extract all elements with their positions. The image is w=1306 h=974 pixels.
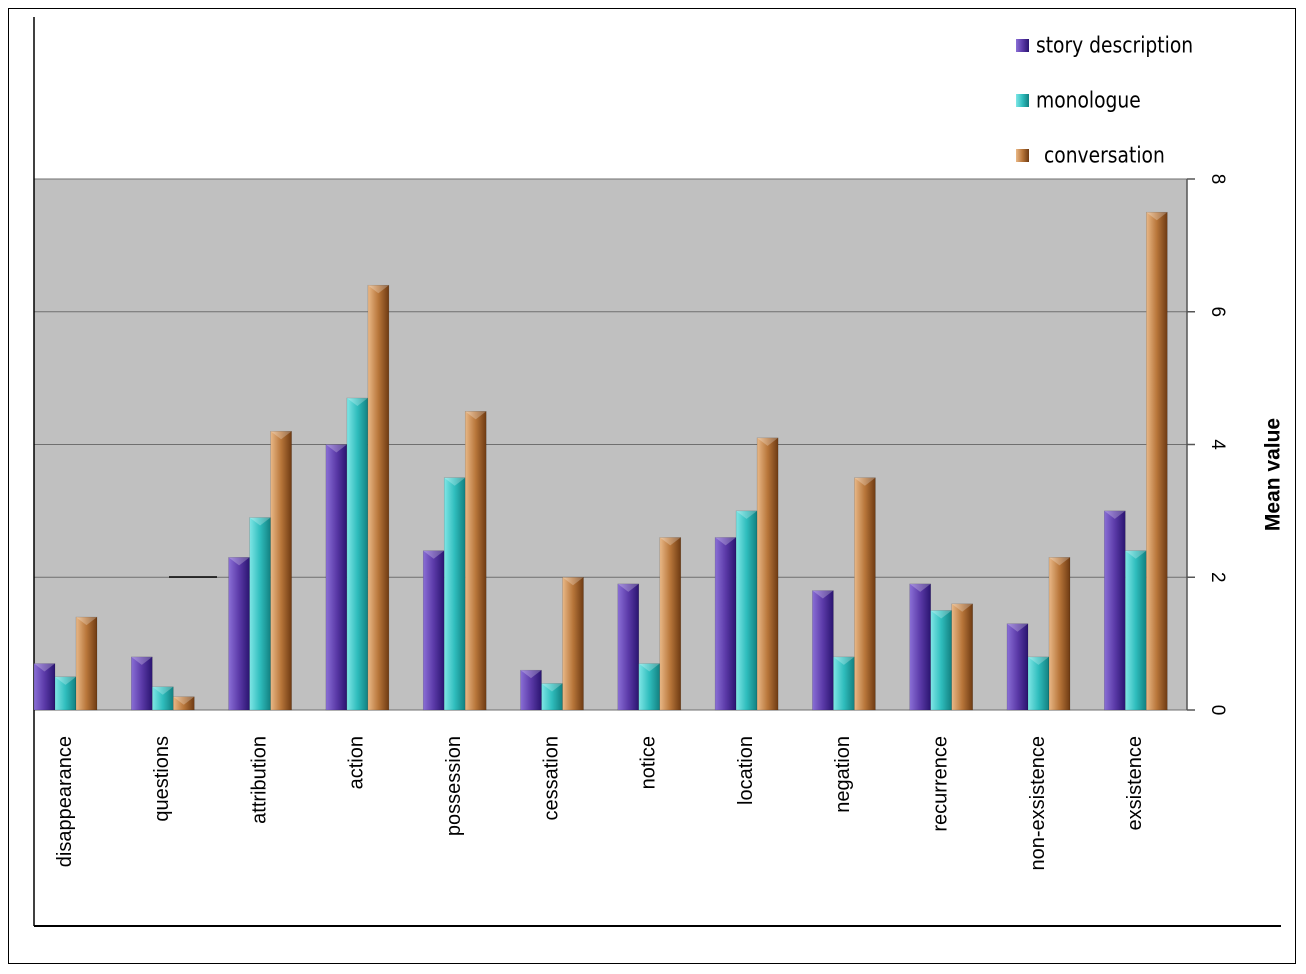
bar-cap-monologue-non-exsistence bbox=[1028, 656, 1049, 665]
bar-cap-conversation-negation bbox=[854, 477, 876, 486]
bar-cap-story-description-recurrence bbox=[909, 583, 931, 592]
category-label-location: location bbox=[735, 736, 757, 805]
category-label-negation: negation bbox=[832, 736, 854, 813]
bar-monologue-action[interactable] bbox=[346, 397, 369, 711]
bar-story-description-action[interactable] bbox=[325, 444, 348, 711]
legend-swatch-monologue bbox=[1016, 94, 1029, 107]
bar-cap-conversation-recurrence bbox=[951, 603, 973, 612]
bar-cap-story-description-questions bbox=[131, 656, 153, 665]
bar-conversation-cessation[interactable] bbox=[562, 577, 584, 711]
y-tick-label: 8 bbox=[1207, 174, 1228, 185]
bar-story-description-questions[interactable] bbox=[131, 656, 153, 711]
bar-story-description-possession[interactable] bbox=[422, 550, 445, 711]
bar-cap-conversation-possession bbox=[465, 411, 487, 420]
legend-label-conversation: conversation bbox=[1044, 142, 1165, 168]
bar-conversation-recurrence[interactable] bbox=[951, 603, 973, 711]
bar-conversation-negation[interactable] bbox=[854, 477, 876, 711]
bar-cap-story-description-disappearance bbox=[34, 663, 55, 672]
bar-cap-monologue-exsistence bbox=[1125, 550, 1147, 559]
chart-frame: 0 2 4 6 8 Mean value disappearance questions at… bbox=[8, 8, 1296, 964]
bar-story-description-exsistence[interactable] bbox=[1104, 510, 1126, 711]
bar-story-description-attribution[interactable] bbox=[228, 557, 250, 711]
bar-cap-conversation-attribution bbox=[270, 431, 292, 440]
bar-monologue-attribution[interactable] bbox=[249, 517, 271, 711]
bar-cap-conversation-non-exsistence bbox=[1049, 557, 1070, 566]
legend-label-story-description: story description bbox=[1036, 32, 1193, 58]
bar-conversation-non-exsistence[interactable] bbox=[1048, 557, 1071, 711]
bar-cap-story-description-possession bbox=[423, 550, 445, 559]
bar-conversation-disappearance[interactable] bbox=[75, 616, 98, 711]
y-tick-label: 6 bbox=[1207, 306, 1228, 317]
category-label-questions: questions bbox=[151, 736, 173, 822]
bar-conversation-attribution[interactable] bbox=[270, 430, 292, 711]
bar-cap-monologue-attribution bbox=[249, 517, 271, 526]
bar-cap-monologue-negation bbox=[833, 656, 855, 665]
legend-label-monologue: monologue bbox=[1036, 87, 1141, 113]
bar-monologue-recurrence[interactable] bbox=[930, 610, 952, 711]
bar-conversation-possession[interactable] bbox=[464, 411, 487, 711]
bar-cap-story-description-negation bbox=[812, 590, 834, 599]
category-label-disappearance: disappearance bbox=[54, 736, 76, 867]
bar-cap-story-description-non-exsistence bbox=[1007, 623, 1028, 632]
bar-cap-story-description-cessation bbox=[520, 670, 542, 679]
bar-conversation-location[interactable] bbox=[756, 437, 779, 711]
y-tick-label: 4 bbox=[1207, 439, 1228, 450]
bar-cap-conversation-disappearance bbox=[76, 617, 97, 626]
bar-chart: 0 2 4 6 8 Mean value disappearance questions at… bbox=[33, 17, 1285, 927]
bar-monologue-possession[interactable] bbox=[443, 477, 466, 711]
bar-cap-story-description-attribution bbox=[228, 557, 250, 566]
bar-cap-story-description-exsistence bbox=[1104, 510, 1126, 519]
category-label-attribution: attribution bbox=[248, 736, 270, 824]
bar-cap-monologue-possession bbox=[444, 477, 466, 486]
category-label-exsistence: exsistence bbox=[1124, 736, 1146, 831]
bar-story-description-notice[interactable] bbox=[617, 583, 640, 711]
category-label-notice: notice bbox=[638, 736, 660, 789]
category-label-possession: possession bbox=[443, 736, 465, 836]
bar-monologue-location[interactable] bbox=[735, 510, 758, 711]
bar-story-description-recurrence[interactable] bbox=[909, 583, 931, 711]
bar-cap-monologue-questions bbox=[152, 686, 174, 695]
bar-monologue-exsistence[interactable] bbox=[1125, 550, 1147, 711]
legend-swatch-conversation bbox=[1016, 149, 1029, 162]
category-label-recurrence: recurrence bbox=[929, 736, 951, 832]
y-tick-label: 0 bbox=[1207, 705, 1228, 716]
bar-cap-conversation-questions bbox=[173, 696, 195, 705]
legend-swatch-story-description bbox=[1016, 39, 1029, 52]
bar-cap-conversation-location bbox=[757, 437, 779, 446]
bar-cap-monologue-location bbox=[736, 510, 758, 519]
bar-cap-story-description-notice bbox=[617, 583, 639, 592]
bar-cap-monologue-disappearance bbox=[55, 676, 76, 685]
bar-story-description-non-exsistence[interactable] bbox=[1006, 623, 1029, 711]
category-label-cessation: cessation bbox=[540, 736, 562, 821]
bar-cap-conversation-cessation bbox=[562, 577, 584, 586]
bar-conversation-questions[interactable] bbox=[173, 696, 195, 711]
bar-story-description-negation[interactable] bbox=[812, 590, 834, 711]
y-tick-label: 2 bbox=[1207, 572, 1228, 583]
bar-cap-monologue-recurrence bbox=[930, 610, 952, 619]
bar-conversation-notice[interactable] bbox=[659, 537, 682, 711]
y-axis-label: Mean value bbox=[1262, 418, 1285, 531]
bar-conversation-action[interactable] bbox=[367, 284, 390, 711]
bar-cap-monologue-cessation bbox=[541, 683, 563, 692]
category-label-non-exsistence: non-exsistence bbox=[1027, 736, 1049, 871]
bar-cap-monologue-action bbox=[346, 398, 368, 407]
bar-cap-conversation-notice bbox=[659, 537, 681, 546]
bar-story-description-location[interactable] bbox=[714, 537, 737, 711]
bar-cap-monologue-notice bbox=[638, 663, 660, 672]
bar-cap-story-description-action bbox=[325, 444, 347, 453]
bar-cap-story-description-location bbox=[715, 537, 737, 546]
bar-cap-conversation-exsistence bbox=[1146, 212, 1168, 221]
bar-cap-conversation-action bbox=[367, 285, 389, 294]
category-label-action: action bbox=[346, 736, 368, 789]
bar-conversation-exsistence[interactable] bbox=[1146, 211, 1168, 711]
